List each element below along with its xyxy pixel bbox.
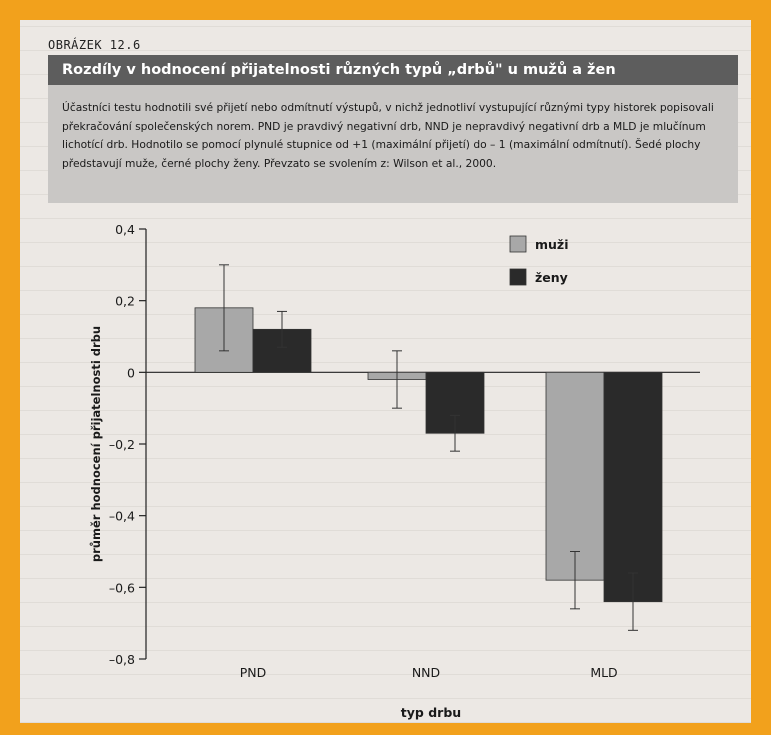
legend-label: muži [535, 237, 568, 252]
legend-swatch-muzi [509, 235, 527, 253]
caption-box: Účastníci testu hodnotili své přijetí ne… [48, 85, 738, 203]
y-tick-label: –0,2 [109, 437, 135, 452]
y-tick-label: 0 [127, 365, 135, 380]
x-tick-label: NND [412, 665, 440, 680]
bar-muzi-mld [545, 371, 605, 581]
bar-zeny-mld [603, 371, 663, 603]
book-page: OBRÁZEK 12.6 Rozdíly v hodnocení přijate… [20, 20, 751, 723]
figure-caption: Účastníci testu hodnotili své přijetí ne… [62, 101, 714, 170]
y-axis-label: průměr hodnocení přijatelnosti drbu [89, 326, 103, 562]
legend-swatch-zeny [509, 268, 527, 286]
x-tick-label: PND [240, 665, 267, 680]
figure-label: OBRÁZEK 12.6 [48, 38, 141, 52]
x-axis-label: typ drbu [401, 705, 461, 720]
y-tick-label: –0,8 [109, 652, 135, 667]
x-tick-label: MLD [590, 665, 617, 680]
figure-title: Rozdíly v hodnocení přijatelnosti různýc… [48, 55, 738, 85]
y-tick-label: –0,4 [109, 509, 135, 524]
y-tick-label: 0,4 [115, 222, 135, 237]
legend-label: ženy [535, 270, 568, 285]
y-tick-label: 0,2 [115, 294, 135, 309]
y-tick-label: –0,6 [109, 580, 135, 595]
